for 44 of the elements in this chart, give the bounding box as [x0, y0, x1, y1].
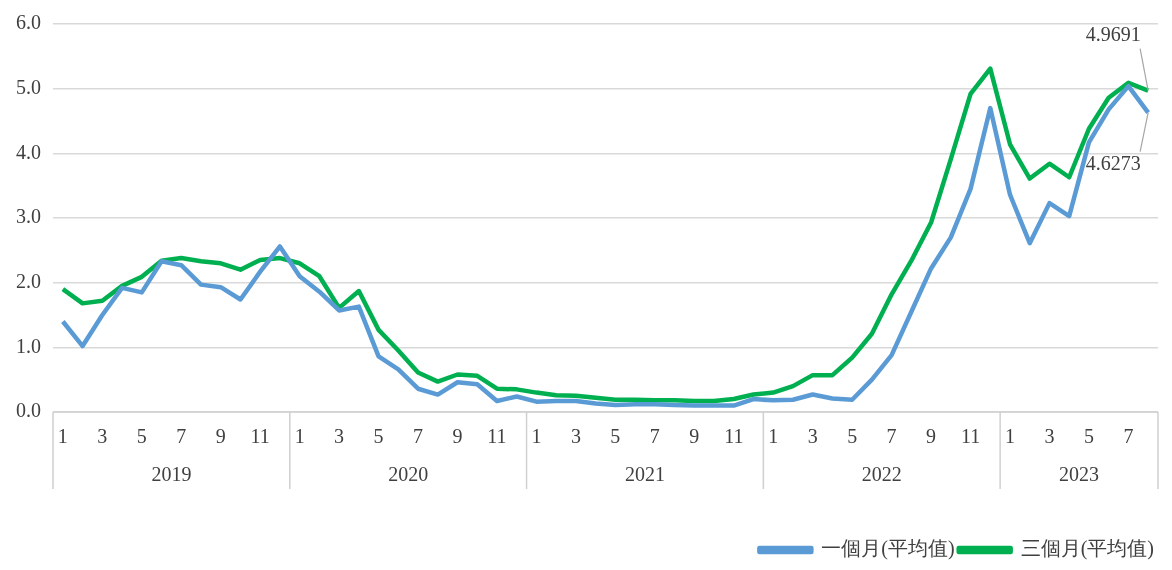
x-tick-label: 9: [452, 425, 463, 448]
y-tick-label: 6.0: [16, 11, 41, 34]
x-tick-label: 7: [886, 425, 897, 448]
x-tick-label: 5: [1083, 425, 1094, 448]
annotation: 4.6273: [1085, 151, 1141, 174]
x-tick-label: 5: [847, 425, 858, 448]
annotation: 4.9691: [1085, 22, 1141, 45]
x-tick-label: 3: [570, 425, 581, 448]
x-tick-label: 1: [1005, 425, 1016, 448]
text: 2021: [624, 463, 665, 486]
y-tick-label: 1.0: [16, 334, 41, 357]
y-tick-label: 0.0: [16, 399, 41, 422]
legend-label: 一個月(平均值): [821, 537, 955, 561]
x-tick-label: 5: [373, 425, 384, 448]
text: 2019: [151, 463, 192, 486]
x-tick-label: 5: [136, 425, 147, 448]
x-tick-label: 7: [649, 425, 660, 448]
x-tick-label: 7: [176, 425, 187, 448]
x-tick-label: 1: [294, 425, 305, 448]
x-tick-label: 7: [413, 425, 424, 448]
legend-label: 三個月(平均值): [1020, 537, 1155, 561]
x-tick-label: 11: [960, 425, 981, 448]
x-tick-label: 9: [689, 425, 700, 448]
x-tick-label: 7: [1123, 425, 1134, 448]
x-tick-label: 3: [807, 425, 818, 448]
x-tick-label: 5: [610, 425, 621, 448]
x-tick-label: 3: [97, 425, 108, 448]
y-tick-label: 2.0: [16, 269, 41, 292]
text: 2022: [861, 463, 902, 486]
x-tick-label: 3: [1044, 425, 1055, 448]
x-tick-label: 11: [250, 425, 270, 448]
x-tick-label: 11: [487, 425, 507, 448]
x-tick-label: 1: [531, 425, 542, 448]
y-tick-label: 3.0: [16, 205, 41, 228]
y-tick-label: 5.0: [16, 75, 41, 98]
x-tick-label: 11: [724, 425, 744, 448]
text: 2023: [1059, 463, 1100, 486]
x-tick-label: 9: [926, 425, 937, 448]
x-tick-label: 1: [57, 425, 68, 448]
x-tick-label: 3: [334, 425, 345, 448]
x-tick-label: 9: [215, 425, 226, 448]
text: 2020: [388, 463, 429, 486]
x-tick-label: 1: [768, 425, 779, 448]
y-tick-label: 4.0: [16, 140, 41, 163]
